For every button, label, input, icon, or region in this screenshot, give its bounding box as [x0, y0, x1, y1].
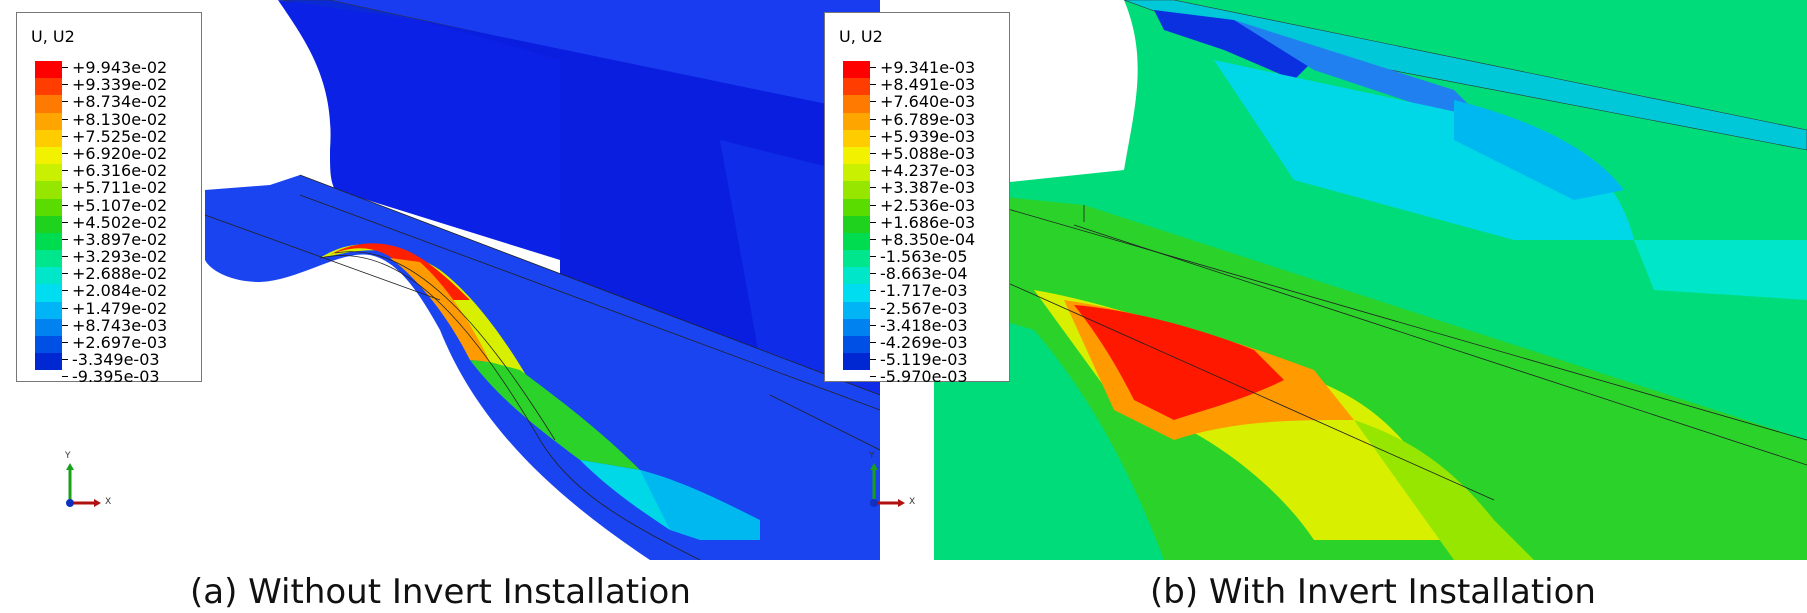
triad-x-label: X — [105, 497, 112, 507]
legend-swatch — [35, 95, 62, 113]
invert-red-b — [1074, 305, 1284, 420]
legend-swatch — [35, 250, 62, 268]
rail-blue-b — [1154, 10, 1314, 80]
legend-swatch — [35, 164, 62, 182]
shell-cyan-b — [1214, 60, 1634, 240]
legend-title-b: U, U2 — [839, 27, 883, 46]
legend-swatch — [843, 267, 870, 285]
triad-x-label: X — [909, 497, 916, 507]
legend-swatch — [843, 215, 870, 233]
legend-swatch — [35, 232, 62, 251]
triad-y-label: Y — [65, 451, 71, 461]
legend-swatch — [35, 112, 62, 130]
legend-swatch — [35, 301, 62, 319]
invert-green-a — [470, 360, 640, 470]
legend-a: U, U2 +9.943e-02 +9.339e-02 +8.734e-02 +8.1… — [16, 12, 202, 385]
legend-swatch — [843, 353, 870, 371]
legend-swatch — [843, 198, 870, 216]
shell-teal-b — [1634, 240, 1807, 300]
legend-swatch — [843, 95, 870, 113]
caption-b: (b) With Invert Installation — [1150, 572, 1596, 612]
legend-swatch — [843, 129, 870, 147]
legend-swatch — [843, 318, 870, 336]
invert-green-b — [934, 190, 1807, 560]
axis-triad-icon — [870, 463, 905, 507]
axis-triad-a: Y X — [55, 451, 115, 519]
legend-title-a: U, U2 — [31, 27, 75, 46]
legend-swatch — [843, 181, 870, 199]
legend-swatch — [843, 284, 870, 302]
legend-swatch — [35, 353, 62, 371]
invert-base-a — [205, 175, 880, 560]
legend-swatch — [35, 146, 62, 165]
caption-a: (a) Without Invert Installation — [190, 572, 691, 612]
legend-swatch — [35, 284, 62, 302]
legend-swatch — [35, 318, 62, 336]
panel-without-invert: U, U2 +9.943e-02 +9.339e-02 +8.734e-02 +8.1… — [0, 0, 880, 612]
arch-surface-a — [278, 0, 560, 260]
axis-triad-icon — [66, 463, 101, 507]
legend-swatch — [843, 61, 870, 79]
triad-y-label: Y — [869, 451, 875, 461]
panel-with-invert: U, U2 +9.341e-03 +8.491e-03 +7.640e-03 +6.7… — [824, 0, 1807, 612]
legend-swatch — [35, 198, 62, 216]
rail-lightblue-b — [1234, 20, 1494, 130]
axis-triad-b: Y X — [859, 451, 919, 519]
legend-swatch — [843, 301, 870, 319]
invert-lime-b — [1354, 420, 1534, 560]
legend-swatch — [35, 129, 62, 147]
legend-swatch — [35, 215, 62, 233]
legend-colorbar-b — [843, 61, 870, 371]
legend-swatch — [35, 78, 62, 96]
legend-swatch — [843, 336, 870, 354]
invert-teal-a — [640, 470, 760, 540]
legend-swatch — [35, 267, 62, 285]
legend-swatch — [843, 78, 870, 96]
legend-swatch — [35, 336, 62, 354]
contour-plot-b — [934, 0, 1807, 560]
legend-swatch — [843, 112, 870, 130]
legend-swatch — [843, 146, 870, 165]
legend-swatch — [843, 250, 870, 268]
legend-swatch — [843, 164, 870, 182]
legend-b: U, U2 +9.341e-03 +8.491e-03 +7.640e-03 +6.7… — [824, 12, 1010, 385]
shell-cyan2-b — [1454, 100, 1624, 200]
legend-colorbar-a — [35, 61, 62, 371]
legend-swatch — [843, 232, 870, 251]
invert-hump-orange-a — [390, 258, 490, 362]
legend-swatch — [35, 61, 62, 79]
legend-swatch — [35, 181, 62, 199]
